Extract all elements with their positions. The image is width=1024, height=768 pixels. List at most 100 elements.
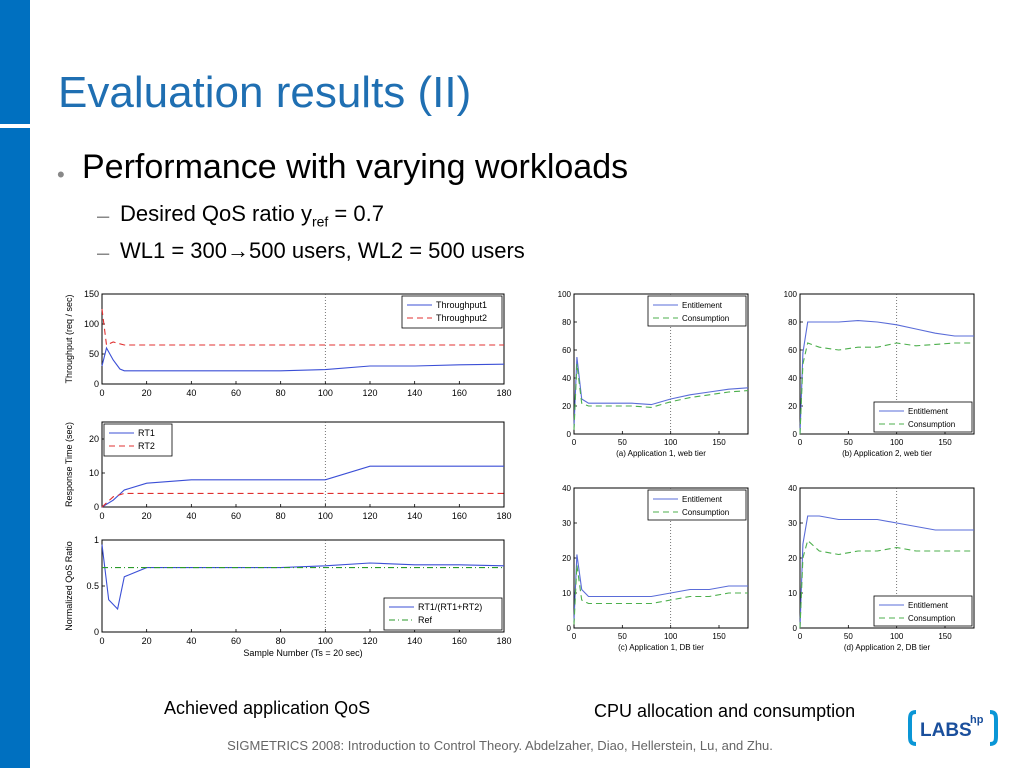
- x-tick-label: 0: [798, 632, 803, 641]
- y-tick-label: 10: [562, 589, 571, 598]
- y-tick-label: 20: [788, 402, 797, 411]
- x-tick-label: 160: [452, 636, 467, 646]
- sub-bullet-workload-suffix: 500 users, WL2 = 500 users: [249, 238, 525, 263]
- x-tick-label: 120: [362, 511, 377, 521]
- legend-label: Consumption: [682, 314, 729, 323]
- y-tick-label: 0: [94, 379, 99, 389]
- y-tick-label: 100: [84, 319, 99, 329]
- x-tick-label: 100: [890, 632, 904, 641]
- y-tick-label: 100: [784, 290, 798, 299]
- chart-caption: (c) Application 1, DB tier: [618, 643, 704, 652]
- y-axis-label: Normalized QoS Ratio: [64, 541, 74, 631]
- left-accent-bar: [0, 0, 30, 768]
- sub-bullet-qos: Desired QoS ratio yref = 0.7: [120, 201, 384, 229]
- legend-label: RT2: [138, 441, 155, 451]
- x-axis-label: Sample Number (Ts = 20 sec): [243, 648, 362, 658]
- y-tick-label: 0: [94, 502, 99, 512]
- series-line: [799, 515, 974, 629]
- y-tick-label: 60: [788, 346, 797, 355]
- x-tick-label: 160: [452, 388, 467, 398]
- y-axis-label: Response Time (sec): [64, 422, 74, 507]
- legend-label: Consumption: [908, 420, 955, 429]
- y-tick-label: 60: [562, 346, 571, 355]
- legend-box: [647, 489, 747, 521]
- y-tick-label: 40: [562, 484, 571, 493]
- y-tick-label: 20: [562, 554, 571, 563]
- y-tick-label: 40: [562, 374, 571, 383]
- y-tick-label: 0: [793, 430, 798, 439]
- y-tick-label: 30: [788, 519, 797, 528]
- x-tick-label: 80: [276, 511, 286, 521]
- x-tick-label: 0: [798, 438, 803, 447]
- x-tick-label: 60: [231, 636, 241, 646]
- x-tick-label: 100: [664, 632, 678, 641]
- sub-bullet-dash: –: [97, 240, 110, 265]
- app1-web-tier-chart: 0 50 100 150 0 20 40 60 80 100 (a) Application 1, …: [558, 290, 749, 458]
- legend-label: RT1: [138, 428, 155, 438]
- slide-title: Evaluation results (II): [58, 68, 472, 117]
- app2-db-tier-chart: 0 50 100 150 0 10 20 30 40 (d) Application 2, DB …: [788, 484, 975, 652]
- x-tick-label: 100: [890, 438, 904, 447]
- qos-ratio-chart: 0 20 40 60 80 100 120 140 160 180 0 0.5 1 Normalized …: [64, 535, 512, 658]
- left-bar-notch: [0, 124, 30, 128]
- legend-label: Entitlement: [908, 601, 949, 610]
- x-tick-label: 60: [231, 388, 241, 398]
- y-tick-label: 0: [567, 624, 572, 633]
- legend-box: [103, 423, 173, 457]
- x-tick-label: 180: [496, 636, 511, 646]
- title-rule: [30, 124, 1024, 128]
- x-tick-label: 100: [664, 438, 678, 447]
- legend-label: Consumption: [682, 508, 729, 517]
- x-tick-label: 160: [452, 511, 467, 521]
- series-line: [799, 342, 974, 435]
- chart-caption: (b) Application 2, web tier: [842, 449, 932, 458]
- main-bullet: Performance with varying workloads: [82, 148, 629, 186]
- legend-box: [383, 597, 503, 631]
- sub-bullet-qos-subscript: ref: [311, 213, 329, 230]
- arrow-right-icon: →: [227, 238, 250, 263]
- x-tick-label: 40: [186, 636, 196, 646]
- y-axis-label: Throughput (req / sec): [64, 294, 74, 383]
- legend-label: RT1/(RT1+RT2): [418, 602, 482, 612]
- x-tick-label: 60: [231, 511, 241, 521]
- sub-bullet-qos-suffix: = 0.7: [328, 201, 384, 226]
- sub-bullet-qos-prefix: Desired QoS ratio y: [120, 201, 312, 226]
- y-tick-label: 100: [558, 290, 572, 299]
- logo-text: LABS: [920, 720, 972, 741]
- legend-label: Ref: [418, 615, 433, 625]
- x-tick-label: 50: [618, 438, 627, 447]
- y-tick-label: 20: [562, 402, 571, 411]
- bullet-dot: •: [57, 162, 65, 187]
- legend-label: Consumption: [908, 614, 955, 623]
- legend-box: [647, 295, 747, 327]
- series-line: [101, 308, 504, 346]
- x-tick-label: 0: [99, 511, 104, 521]
- x-tick-label: 20: [142, 636, 152, 646]
- y-tick-label: 80: [788, 318, 797, 327]
- series-line: [101, 492, 504, 508]
- sub-bullet-dash: –: [97, 203, 110, 228]
- x-tick-label: 50: [618, 632, 627, 641]
- y-tick-label: 40: [788, 374, 797, 383]
- legend-label: Entitlement: [682, 495, 723, 504]
- series-line: [573, 554, 748, 622]
- y-tick-label: 30: [562, 519, 571, 528]
- x-tick-label: 0: [99, 636, 104, 646]
- chart-caption: (a) Application 1, web tier: [616, 449, 706, 458]
- y-tick-label: 150: [84, 289, 99, 299]
- x-tick-label: 80: [276, 636, 286, 646]
- app1-db-tier-chart: 0 50 100 150 0 10 20 30 40 (c) Application 1, DB …: [562, 484, 749, 652]
- sub-bullet-workload: WL1 = 300→500 users, WL2 = 500 users: [120, 238, 525, 264]
- y-tick-label: 50: [89, 349, 99, 359]
- caption-left: Achieved application QoS: [164, 698, 371, 718]
- caption-right: CPU allocation and consumption: [594, 701, 856, 721]
- y-tick-label: 20: [89, 434, 99, 444]
- x-tick-label: 120: [362, 636, 377, 646]
- series-line: [101, 346, 505, 372]
- series-line: [101, 465, 504, 508]
- series-line: [799, 320, 974, 435]
- legend-label: Throughput2: [436, 313, 487, 323]
- x-tick-label: 180: [496, 511, 511, 521]
- y-tick-label: 0: [567, 430, 572, 439]
- chart-caption: (d) Application 2, DB tier: [844, 643, 931, 652]
